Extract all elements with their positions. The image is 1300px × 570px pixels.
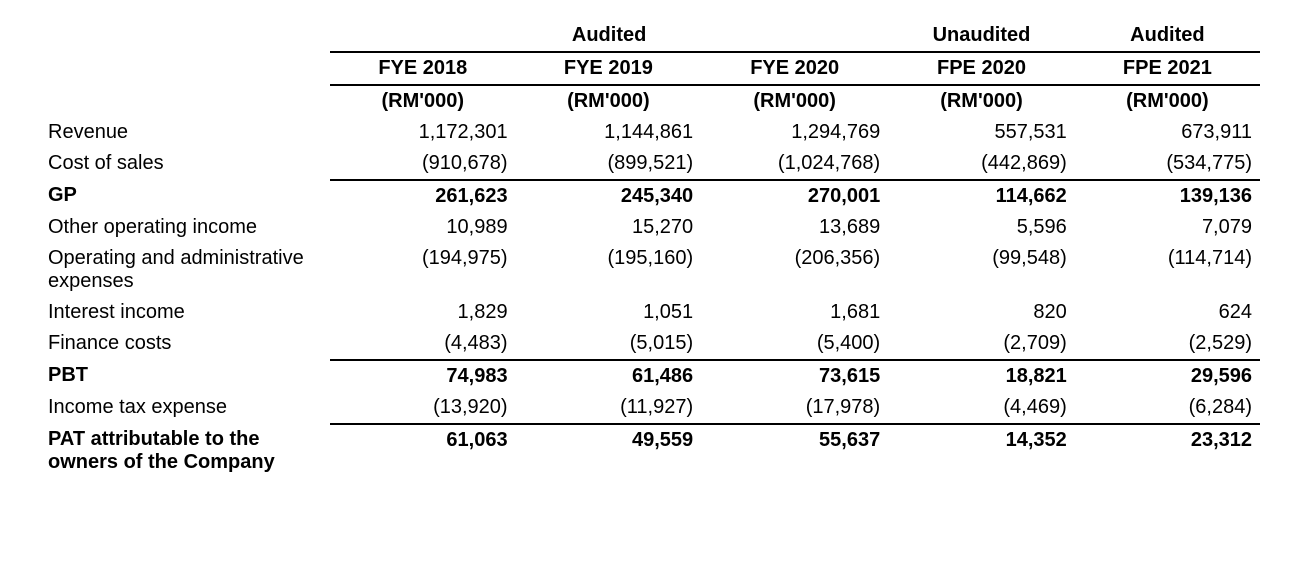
pat-c2: 49,559 <box>516 424 702 478</box>
row-pat-attributable: PAT attributable to the owners of the Co… <box>40 424 1260 478</box>
col-header-4: FPE 2020 <box>888 52 1075 85</box>
spacer <box>40 20 330 52</box>
col-header-row: FYE 2018 FYE 2019 FYE 2020 FPE 2020 FPE … <box>40 52 1260 85</box>
ooi-c3: 13,689 <box>701 212 888 243</box>
cos-c4: (442,869) <box>888 148 1075 180</box>
col-header-5: FPE 2021 <box>1075 52 1260 85</box>
row-interest-income: Interest income 1,829 1,051 1,681 820 62… <box>40 297 1260 328</box>
intinc-c5: 624 <box>1075 297 1260 328</box>
label-ooi: Other operating income <box>40 212 330 243</box>
fincosts-c5: (2,529) <box>1075 328 1260 360</box>
intinc-c2: 1,051 <box>516 297 702 328</box>
intinc-c4: 820 <box>888 297 1075 328</box>
opadmin-c5: (114,714) <box>1075 243 1260 297</box>
col-header-2: FYE 2019 <box>516 52 702 85</box>
label-intinc: Interest income <box>40 297 330 328</box>
cos-c1: (910,678) <box>330 148 516 180</box>
row-finance-costs: Finance costs (4,483) (5,015) (5,400) (2… <box>40 328 1260 360</box>
label-fincosts: Finance costs <box>40 328 330 360</box>
label-cos: Cost of sales <box>40 148 330 180</box>
row-other-operating-income: Other operating income 10,989 15,270 13,… <box>40 212 1260 243</box>
gp-c1: 261,623 <box>330 180 516 212</box>
row-op-admin-expenses: Operating and administrative expenses (1… <box>40 243 1260 297</box>
group-header-unaudited: Unaudited <box>888 20 1075 52</box>
label-opadmin: Operating and administrative expenses <box>40 243 330 297</box>
spacer <box>40 85 330 117</box>
pat-c3: 55,637 <box>701 424 888 478</box>
label-pbt: PBT <box>40 360 330 392</box>
cos-c3: (1,024,768) <box>701 148 888 180</box>
fincosts-c1: (4,483) <box>330 328 516 360</box>
gp-c5: 139,136 <box>1075 180 1260 212</box>
revenue-c1: 1,172,301 <box>330 117 516 148</box>
tax-c5: (6,284) <box>1075 392 1260 424</box>
opadmin-c2: (195,160) <box>516 243 702 297</box>
revenue-c2: 1,144,861 <box>516 117 702 148</box>
revenue-c3: 1,294,769 <box>701 117 888 148</box>
pat-c4: 14,352 <box>888 424 1075 478</box>
ooi-c5: 7,079 <box>1075 212 1260 243</box>
group-header-row: Audited Unaudited Audited <box>40 20 1260 52</box>
ooi-c1: 10,989 <box>330 212 516 243</box>
gp-c2: 245,340 <box>516 180 702 212</box>
fincosts-c4: (2,709) <box>888 328 1075 360</box>
unit-5: (RM'000) <box>1075 85 1260 117</box>
financial-statements-table: Audited Unaudited Audited FYE 2018 FYE 2… <box>40 20 1260 478</box>
row-revenue: Revenue 1,172,301 1,144,861 1,294,769 55… <box>40 117 1260 148</box>
group-header-audited: Audited <box>330 20 888 52</box>
fincosts-c3: (5,400) <box>701 328 888 360</box>
opadmin-c4: (99,548) <box>888 243 1075 297</box>
pbt-c2: 61,486 <box>516 360 702 392</box>
pat-c5: 23,312 <box>1075 424 1260 478</box>
row-cost-of-sales: Cost of sales (910,678) (899,521) (1,024… <box>40 148 1260 180</box>
cos-c2: (899,521) <box>516 148 702 180</box>
unit-3: (RM'000) <box>701 85 888 117</box>
fincosts-c2: (5,015) <box>516 328 702 360</box>
unit-header-row: (RM'000) (RM'000) (RM'000) (RM'000) (RM'… <box>40 85 1260 117</box>
cos-c5: (534,775) <box>1075 148 1260 180</box>
col-header-3: FYE 2020 <box>701 52 888 85</box>
spacer <box>40 52 330 85</box>
pat-c1: 61,063 <box>330 424 516 478</box>
gp-c4: 114,662 <box>888 180 1075 212</box>
unit-1: (RM'000) <box>330 85 516 117</box>
tax-c4: (4,469) <box>888 392 1075 424</box>
opadmin-c1: (194,975) <box>330 243 516 297</box>
revenue-c4: 557,531 <box>888 117 1075 148</box>
col-header-1: FYE 2018 <box>330 52 516 85</box>
intinc-c1: 1,829 <box>330 297 516 328</box>
gp-c3: 270,001 <box>701 180 888 212</box>
unit-2: (RM'000) <box>516 85 702 117</box>
pbt-c4: 18,821 <box>888 360 1075 392</box>
row-gp: GP 261,623 245,340 270,001 114,662 139,1… <box>40 180 1260 212</box>
opadmin-c3: (206,356) <box>701 243 888 297</box>
label-gp: GP <box>40 180 330 212</box>
pbt-c5: 29,596 <box>1075 360 1260 392</box>
label-revenue: Revenue <box>40 117 330 148</box>
label-pat: PAT attributable to the owners of the Co… <box>40 424 330 478</box>
unit-4: (RM'000) <box>888 85 1075 117</box>
row-pbt: PBT 74,983 61,486 73,615 18,821 29,596 <box>40 360 1260 392</box>
ooi-c2: 15,270 <box>516 212 702 243</box>
intinc-c3: 1,681 <box>701 297 888 328</box>
pbt-c1: 74,983 <box>330 360 516 392</box>
revenue-c5: 673,911 <box>1075 117 1260 148</box>
row-income-tax-expense: Income tax expense (13,920) (11,927) (17… <box>40 392 1260 424</box>
tax-c1: (13,920) <box>330 392 516 424</box>
ooi-c4: 5,596 <box>888 212 1075 243</box>
tax-c2: (11,927) <box>516 392 702 424</box>
tax-c3: (17,978) <box>701 392 888 424</box>
pbt-c3: 73,615 <box>701 360 888 392</box>
group-header-audited-2: Audited <box>1075 20 1260 52</box>
label-tax: Income tax expense <box>40 392 330 424</box>
